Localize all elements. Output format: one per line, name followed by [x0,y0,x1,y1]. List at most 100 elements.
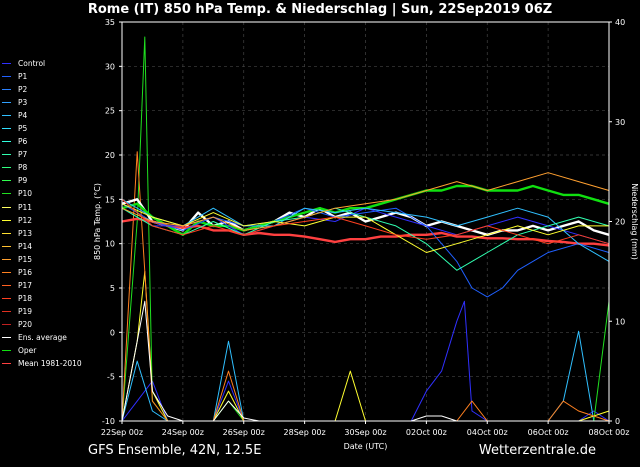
legend-label: P15 [18,254,33,264]
legend-item: Ens. average [2,331,102,344]
legend-swatch [2,102,11,104]
legend-item: P10 [2,187,102,200]
x-tick-label: 02Oct 00z [406,428,447,437]
legend-label: P14 [18,241,33,251]
legend-item: P12 [2,214,102,227]
legend-label: P2 [18,85,28,95]
legend-label: P20 [18,319,33,329]
legend-item: P14 [2,240,102,253]
legend-swatch [2,323,11,325]
legend-label: P11 [18,202,33,212]
y2-tick-label: 20 [615,218,625,227]
legend-label: P7 [18,150,28,160]
legend-swatch [2,193,11,195]
y-tick-label: -10 [102,417,115,426]
y2-tick-label: 40 [615,18,625,27]
model-info: GFS Ensemble, 42N, 12.5E [88,443,262,458]
legend-item: P13 [2,227,102,240]
legend-label: P18 [18,293,33,303]
legend-item: Mean 1981-2010 [2,357,102,370]
y-tick-label: 35 [105,18,115,27]
y-tick-label: 15 [105,195,115,204]
legend-label: P3 [18,98,28,108]
legend-swatch [2,219,11,221]
legend-item: P1 [2,70,102,83]
legend-swatch [2,154,11,156]
legend-item: P8 [2,161,102,174]
legend-item: Oper [2,344,102,357]
temp-line-p12 [121,203,609,253]
site-credit: Wetterzentrale.de [478,443,596,458]
legend-swatch [2,232,11,234]
legend-label: Oper [18,346,37,356]
legend-label: P12 [18,215,33,225]
legend-item: P20 [2,318,102,331]
legend-label: P6 [18,137,28,147]
legend-item: P17 [2,279,102,292]
legend-label: P13 [18,228,33,238]
legend-swatch [2,180,11,182]
legend-label: P16 [18,267,33,277]
legend-label: P4 [18,111,28,121]
legend-item: P5 [2,122,102,135]
legend-item: P2 [2,83,102,96]
legend-label: P19 [18,306,33,316]
legend-swatch [2,310,11,312]
y2-tick-label: 10 [615,317,625,326]
y-tick-label: 10 [105,240,115,249]
x-tick-label: 26Sep 00z [223,428,265,437]
legend: Control P1 P2 P3 P4 P5 P6 P7 P8 P9 P10 P11 P12 P13 P14… [2,57,102,370]
legend-item: P15 [2,253,102,266]
legend-item: P18 [2,292,102,305]
x-tick-label: 24Sep 00z [162,428,204,437]
x-tick-label: 08Oct 00z [589,428,630,437]
precip-line-ens-average [121,300,609,422]
legend-label: P5 [18,124,28,134]
y-tick-label: 5 [110,284,115,293]
y2-tick-label: 30 [615,118,625,127]
x-tick-label: 30Sep 00z [344,428,386,437]
legend-swatch [2,76,11,78]
y-tick-label: 30 [105,62,115,71]
x-tick-label: 04Oct 00z [467,428,508,437]
legend-swatch [2,245,11,247]
legend-item: P6 [2,135,102,148]
x-tick-label: 22Sep 00z [101,428,143,437]
legend-swatch [2,284,11,286]
legend-item: P9 [2,174,102,187]
y-tick-label: 20 [105,151,115,160]
legend-item: P7 [2,148,102,161]
y-tick-label: 0 [110,328,115,337]
legend-swatch [2,258,11,260]
temp-line-mean-1981-2010 [121,217,610,247]
legend-label: P10 [18,189,33,199]
legend-label: P17 [18,280,33,290]
legend-item: P4 [2,109,102,122]
legend-swatch [2,363,11,365]
x-tick-label: 06Oct 00z [528,428,569,437]
legend-item: P11 [2,201,102,214]
legend-item: P3 [2,96,102,109]
y2-axis-label: Niederschlag (mm) [630,183,639,260]
legend-label: P1 [18,72,28,82]
legend-swatch [2,128,11,130]
legend-swatch [2,297,11,299]
legend-item: P19 [2,305,102,318]
y2-tick-label: 0 [615,417,620,426]
legend-label: Mean 1981-2010 [18,359,82,369]
y-tick-label: 25 [105,107,115,116]
legend-swatch [2,271,11,273]
temp-line-p4 [121,198,610,262]
y-axis-label: 850 hPa Temp. (°C) [93,183,102,260]
legend-swatch [2,206,11,208]
y-tick-label: -5 [107,373,115,382]
legend-swatch [2,89,11,91]
legend-label: P9 [18,176,28,186]
legend-label: Control [18,59,46,69]
x-tick-label: 28Sep 00z [284,428,326,437]
precip-line-control [121,300,610,422]
legend-swatch [2,141,11,143]
legend-swatch [2,350,11,352]
